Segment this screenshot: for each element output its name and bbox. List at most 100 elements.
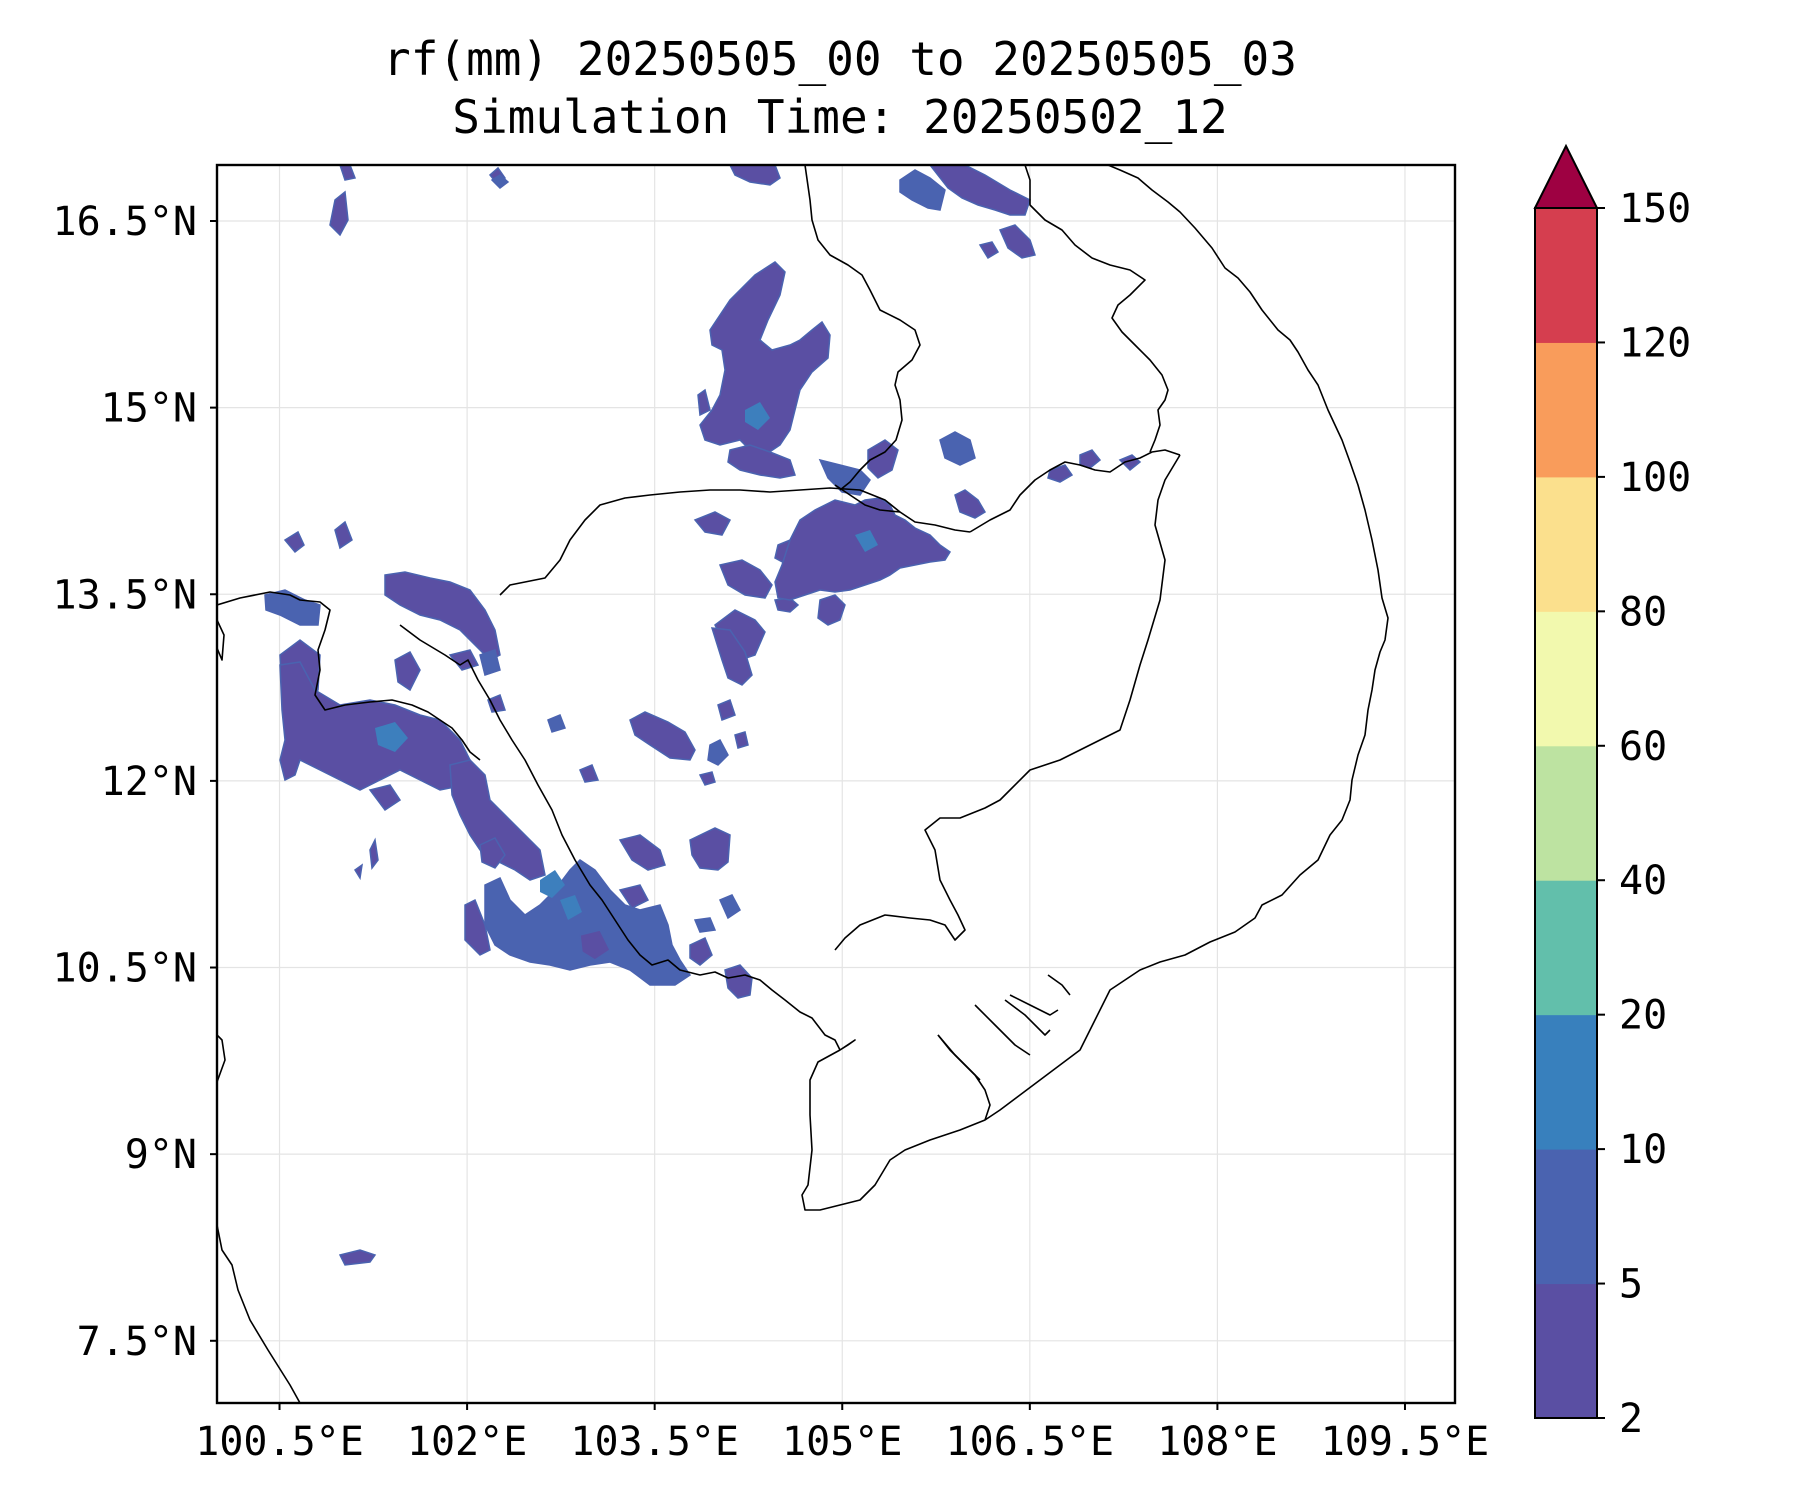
rainfall-cell <box>954 489 987 519</box>
rainfall-cell <box>618 834 666 871</box>
rainfall-cell <box>710 627 753 686</box>
rainfall-cell <box>547 714 566 733</box>
lat-tick-label: 15°N <box>101 386 197 432</box>
colorbar-segment <box>1535 1014 1597 1150</box>
rainfall-cell <box>334 520 353 550</box>
map-title: rf(mm) 20250505_00 to 20250505_03 Simula… <box>0 30 1680 146</box>
rainfall-cell <box>929 165 1031 216</box>
colorbar-label: 40 <box>1619 858 1667 904</box>
lon-tick-label: 100.5°E <box>195 1419 364 1465</box>
lat-tick-label: 12°N <box>101 759 197 805</box>
colorbar-label: 5 <box>1619 1262 1643 1308</box>
colorbar-label: 60 <box>1619 724 1667 770</box>
coastline-main <box>217 165 1389 1403</box>
rainfall-cell <box>264 589 321 626</box>
rainfall-cell <box>339 165 357 181</box>
colorbar-label: 100 <box>1619 455 1691 501</box>
rainfall-core <box>375 722 408 752</box>
border-thailand-laos <box>804 165 921 491</box>
colorbar-segment <box>1535 342 1597 478</box>
colorbar-frame <box>1534 207 1598 1419</box>
rainfall-cell <box>899 169 946 211</box>
colorbar-segment <box>1535 208 1597 343</box>
rainfall-cell <box>618 884 650 909</box>
colorbar-label: 120 <box>1619 320 1691 366</box>
rainfall-cell <box>490 174 510 189</box>
rainfall-cell <box>479 649 501 676</box>
rainfall-core <box>540 870 565 898</box>
lon-tick-label: 102°E <box>407 1419 527 1465</box>
rainfall-cell <box>1079 449 1102 469</box>
lon-tick-label: 106.5°E <box>946 1419 1115 1465</box>
rainfall-cell <box>697 388 711 417</box>
colorbar-segment <box>1535 745 1597 881</box>
rainfall-cell <box>629 711 696 761</box>
border-laos-vietnam <box>1024 165 1169 453</box>
rainfall-cell <box>689 936 713 966</box>
rainfall-cell <box>329 190 349 237</box>
rainfall-cell <box>579 764 600 783</box>
rainfall-cell <box>734 731 749 749</box>
rainfall-cell <box>998 224 1036 259</box>
rainfall-cell <box>1047 464 1074 483</box>
colorbar-label: 10 <box>1619 1127 1667 1173</box>
rainfall-core <box>855 530 878 552</box>
rainfall-cell <box>717 698 736 721</box>
rainfall-cell <box>724 964 753 999</box>
title-line-2: Simulation Time: 20250502_12 <box>452 90 1228 144</box>
rainfall-cell <box>978 241 1000 260</box>
lat-tick-label: 13.5°N <box>53 572 198 618</box>
rainfall-cell <box>774 497 952 601</box>
rainfall-cell <box>394 650 421 692</box>
rainfall-cell <box>818 458 871 496</box>
rainfall-cell <box>353 863 364 881</box>
rainfall-cell <box>368 784 402 812</box>
coastlines-borders <box>217 165 1389 1403</box>
rainfall-cell <box>487 693 506 713</box>
lat-tick-label: 10.5°N <box>53 946 198 992</box>
rainfall-cell <box>698 771 716 786</box>
lon-tick-label: 109.5°E <box>1321 1419 1490 1465</box>
colorbar-segment <box>1535 880 1597 1016</box>
colorbar-segment <box>1535 1149 1597 1285</box>
map-frame <box>215 163 1457 1405</box>
rainfall-cell <box>338 1249 377 1266</box>
colorbar-label: 2 <box>1619 1396 1643 1442</box>
rainfall-cell <box>689 827 731 871</box>
rainfall-cell <box>479 837 506 869</box>
lon-tick-label: 108°E <box>1157 1419 1277 1465</box>
border-laos-cambodia <box>834 484 901 513</box>
rainfall-cell <box>939 431 976 466</box>
lat-tick-label: 9°N <box>125 1132 197 1178</box>
rainfall-cell <box>579 929 611 961</box>
rainfall-cell <box>707 739 729 766</box>
colorbar-label: 20 <box>1619 993 1667 1039</box>
border-thailand-cambodia <box>217 591 481 761</box>
colorbar-segment <box>1535 611 1597 747</box>
rainfall-core <box>560 895 582 920</box>
border-thailand-cambodia-north <box>499 487 971 596</box>
rainfall-cell <box>699 261 831 456</box>
lat-tick-label: 16.5°N <box>53 199 198 245</box>
rainfall-cell <box>693 917 717 933</box>
rainfall-cell <box>279 661 471 791</box>
rainfall-cell <box>449 759 546 881</box>
rainfall-cell <box>464 898 491 956</box>
rainfall-core <box>745 402 770 430</box>
rainfall-cell <box>283 530 305 554</box>
rainfall-cell <box>693 511 732 536</box>
colorbar-label: 150 <box>1619 186 1691 232</box>
rainfall-cell <box>727 444 796 479</box>
colorbar-segment <box>1535 1283 1597 1419</box>
lon-tick-label: 105°E <box>782 1419 902 1465</box>
colorbar: 2 5 10 20 40 60 80 100 120 150 <box>1533 143 1691 1442</box>
lat-tick-label: 7.5°N <box>77 1319 197 1365</box>
mekong-delta <box>937 974 1071 1081</box>
lon-tick-label: 103.5°E <box>570 1419 739 1465</box>
colorbar-segment <box>1535 476 1597 612</box>
colorbar-label: 80 <box>1619 589 1667 635</box>
rainfall-cell <box>817 594 846 626</box>
border-cambodia-vietnam <box>834 449 1181 951</box>
rainfall-cell <box>718 559 773 599</box>
